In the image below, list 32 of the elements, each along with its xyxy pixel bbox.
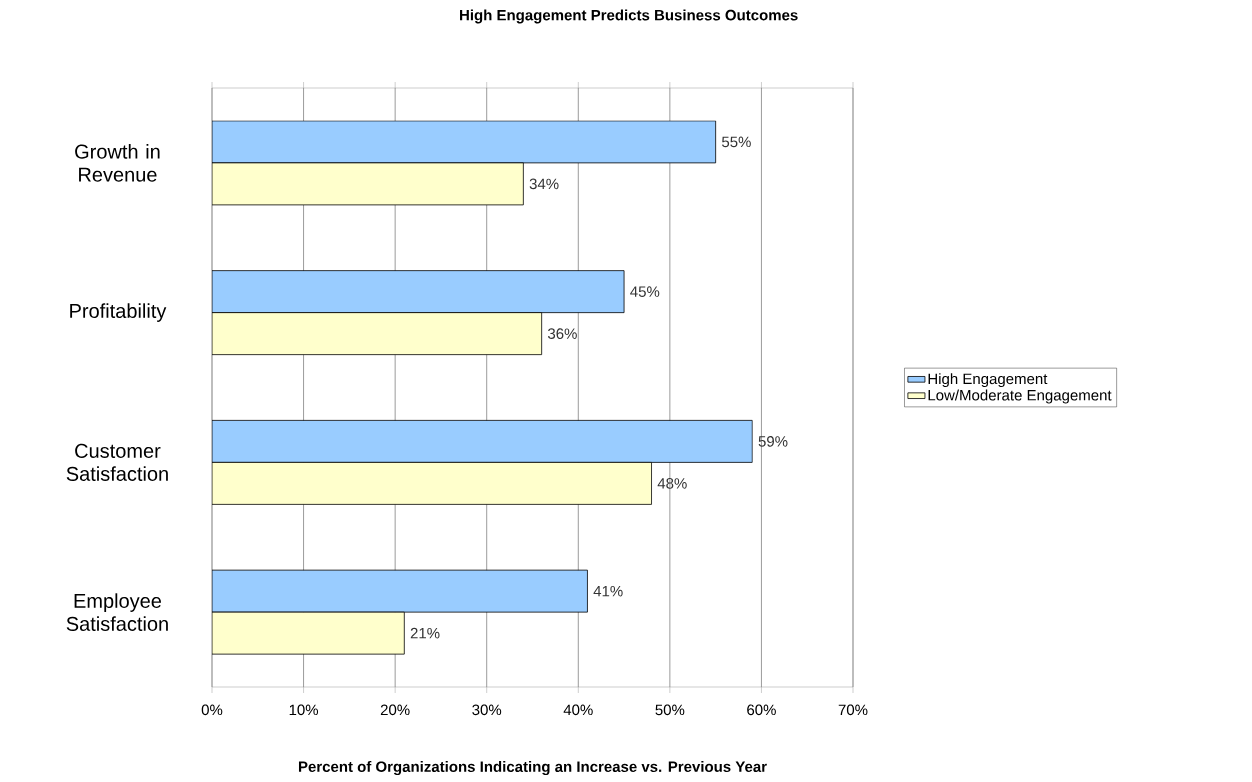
- y-tick-label: Profitability: [70, 303, 167, 322]
- x-axis-title: Percent of Organizations Indicating an Increase vs. Previous Year: [298, 760, 767, 776]
- legend-label: Low/Moderate Engagement: [928, 389, 1112, 404]
- bar: [212, 270, 625, 314]
- chart-title: High Engagement Predicts Business Outcomes: [460, 9, 798, 24]
- data-label: 36%: [547, 328, 577, 339]
- bar: [212, 569, 588, 613]
- data-label: 45%: [630, 286, 660, 297]
- bar: [212, 419, 753, 463]
- y-tick-label: Customer Satisfaction: [66, 443, 168, 481]
- y-tick-label: Employee Satisfaction: [66, 593, 168, 631]
- x-tick-label: 10%: [289, 704, 319, 716]
- data-label: 59%: [758, 436, 788, 447]
- data-label: 41%: [593, 585, 623, 597]
- data-label: 21%: [410, 627, 440, 639]
- bar: [212, 312, 543, 356]
- x-tick-label: 70%: [838, 704, 868, 716]
- data-label: 48%: [657, 478, 687, 489]
- bar: [212, 611, 405, 655]
- x-tick-label: 40%: [563, 704, 593, 716]
- legend-label: High Engagement: [928, 373, 1048, 388]
- bar: [212, 461, 652, 505]
- y-tick-label: Growth in Revenue: [75, 144, 160, 182]
- x-tick-label: 30%: [472, 704, 502, 716]
- x-tick-label: 20%: [380, 704, 410, 716]
- data-label: 55%: [721, 136, 751, 148]
- x-tick-label: 60%: [747, 704, 776, 716]
- x-tick-label: 0%: [201, 704, 223, 716]
- bar: [212, 162, 524, 206]
- data-label: 34%: [529, 178, 559, 190]
- bar: [212, 120, 717, 164]
- x-tick-label: 50%: [655, 704, 685, 716]
